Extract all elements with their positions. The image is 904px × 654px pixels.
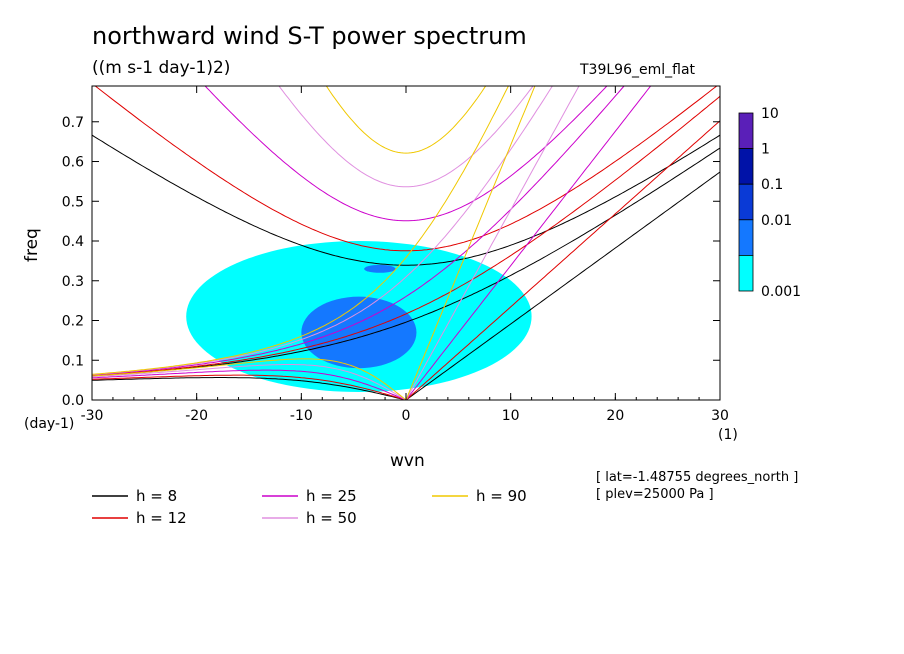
x-tick-label: 10: [502, 408, 520, 424]
annotation-pressure-level: [ plev=25000 Pa ]: [596, 487, 714, 502]
x-tick-label: -20: [185, 408, 208, 424]
curve-h50-ig1: [278, 86, 534, 188]
y-axis-unit: (day-1): [24, 416, 75, 432]
annotation-latitude: [ lat=-1.48755 degrees_north ]: [596, 470, 799, 485]
x-tick-label: 0: [402, 408, 411, 424]
x-tick-label: 20: [606, 408, 624, 424]
curve-h8-kelvin: [405, 171, 720, 400]
curve-h12-ig1: [94, 86, 718, 252]
curve-h50-ig0: [92, 86, 553, 376]
colorbar-swatch-1: [738, 148, 754, 185]
x-tick-label: 30: [711, 408, 729, 424]
y-tick-label: 0.1: [62, 353, 84, 369]
run-name: T39L96_eml_flat: [580, 62, 696, 78]
dispersion-curves: [92, 86, 720, 400]
spectrum-region-2: [364, 264, 396, 273]
curve-h25-ig0: [92, 86, 625, 376]
colorbar-swatch-0: [738, 112, 754, 149]
legend-label-h50: h = 50: [306, 509, 357, 527]
x-axis-label: wvn: [390, 451, 425, 471]
curve-h90-rossby: [92, 358, 407, 400]
legend-label-h8: h = 8: [136, 487, 177, 505]
colorbar: 10 1 0.1 0.01 0.001: [738, 106, 801, 300]
curve-h50-kelvin: [405, 86, 580, 400]
curve-h25-ig1: [204, 86, 608, 222]
curve-h25-kelvin: [405, 86, 652, 400]
curve-h8-rossby: [92, 377, 407, 400]
colorbar-swatch-3: [738, 219, 754, 256]
curve-h50-rossby: [92, 364, 407, 400]
x-axis-unit: (1): [718, 427, 738, 443]
y-tick-label: 0.7: [62, 115, 84, 131]
curve-h12-kelvin: [405, 120, 720, 400]
curve-h90-kelvin: [405, 86, 536, 400]
colorbar-label: 0.001: [761, 284, 801, 300]
y-tick-label: 0.3: [62, 274, 84, 290]
y-tick-label: 0.0: [62, 393, 84, 409]
spectrum-regions: [186, 241, 532, 393]
chart-units-label: ((m s-1 day-1)2): [92, 58, 231, 78]
legend-label-h25: h = 25: [306, 487, 357, 505]
curve-h25-rossby: [92, 369, 407, 400]
axis-ticks: -30 -20 -10 0 10 20 30 0.0 0.1 0.2 0.3 0.4 0.5 0.6 0.7: [62, 86, 729, 424]
curve-h12-ig0: [92, 95, 720, 377]
curve-h90-ig1: [325, 86, 487, 154]
legend-label-h90: h = 90: [476, 487, 527, 505]
y-tick-label: 0.4: [62, 234, 84, 250]
colorbar-label: 1: [761, 142, 770, 158]
legend: h = 8 h = 12 h = 25 h = 50 h = 90: [92, 487, 527, 527]
colorbar-label: 10: [761, 106, 779, 122]
colorbar-label: 0.01: [761, 213, 792, 229]
y-tick-label: 0.5: [62, 194, 84, 210]
x-tick-label: -30: [81, 408, 104, 424]
chart-title: northward wind S-T power spectrum: [92, 22, 527, 50]
y-tick-label: 0.6: [62, 155, 84, 171]
legend-label-h12: h = 12: [136, 509, 187, 527]
colorbar-swatch-2: [738, 183, 754, 221]
colorbar-swatch-4: [738, 254, 754, 292]
x-tick-label: -10: [290, 408, 313, 424]
curve-h8-ig1: [92, 134, 720, 266]
curve-h12-rossby: [92, 374, 407, 400]
y-tick-label: 0.2: [62, 314, 84, 330]
curve-h90-ig0: [92, 86, 509, 375]
colorbar-label: 0.1: [761, 177, 783, 193]
